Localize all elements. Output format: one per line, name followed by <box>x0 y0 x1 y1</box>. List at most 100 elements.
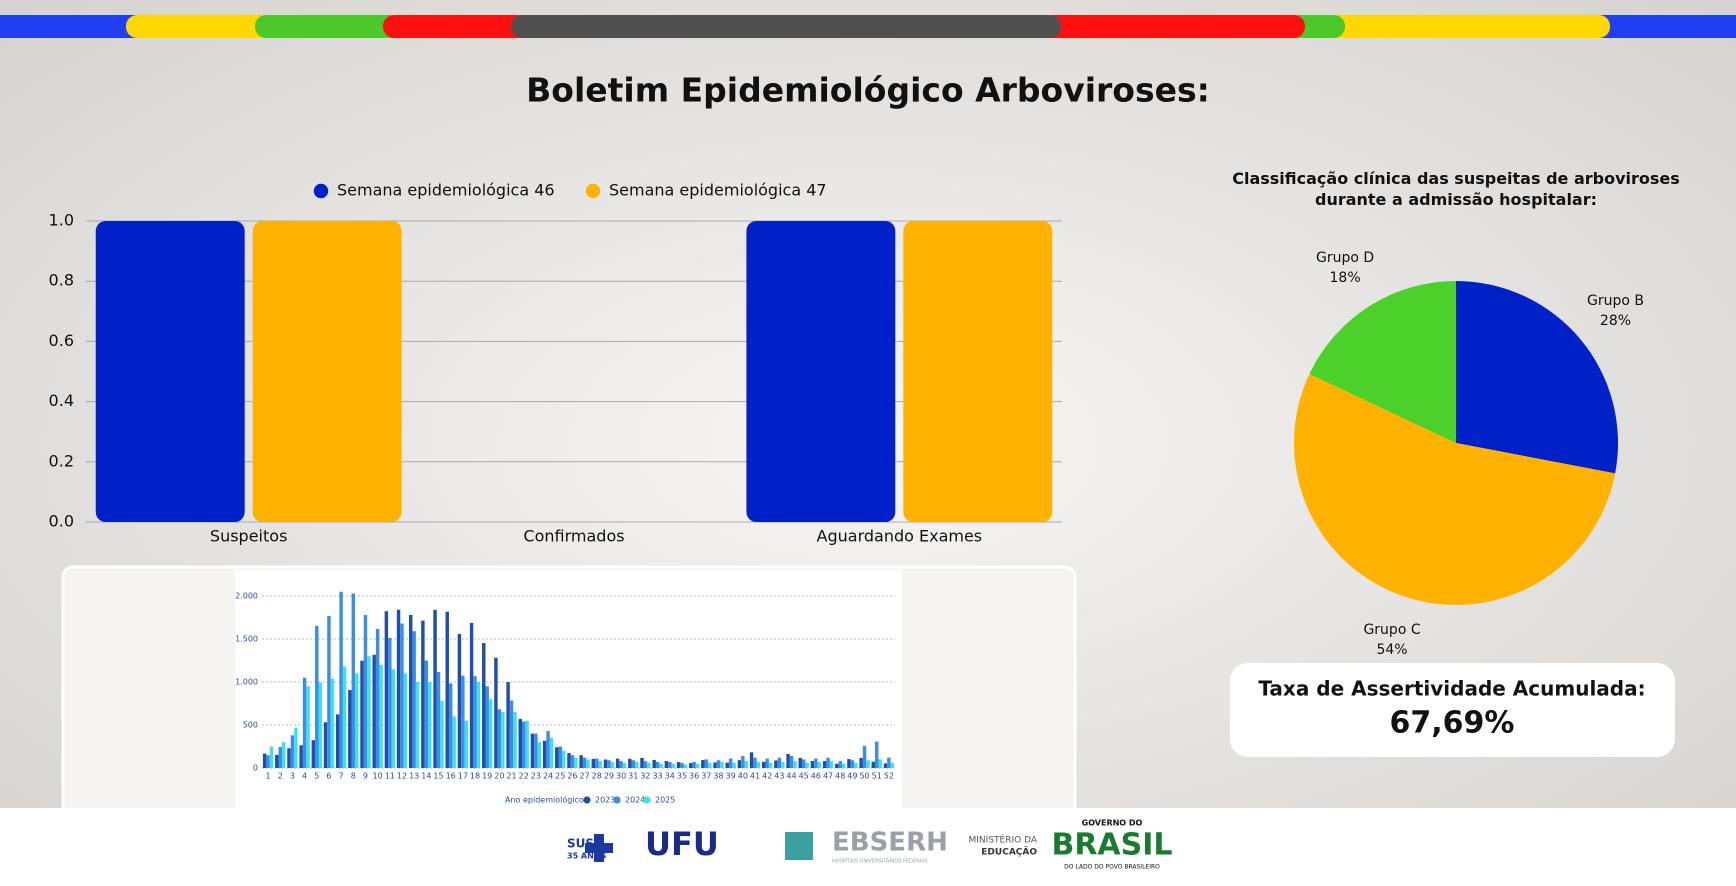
bar <box>570 755 575 768</box>
bar <box>643 761 648 768</box>
bar <box>290 735 295 768</box>
bar <box>546 731 550 768</box>
kpi-card <box>1230 663 1675 757</box>
bar <box>841 763 846 768</box>
bar <box>457 633 462 768</box>
bar <box>306 686 310 768</box>
bar <box>652 759 656 768</box>
bar <box>521 721 526 768</box>
bar <box>428 682 432 768</box>
bar <box>396 609 401 768</box>
bar <box>647 762 651 768</box>
bar <box>765 758 769 768</box>
y-tick-label: 0 <box>253 764 258 773</box>
x-tick-label: 33 <box>653 772 663 781</box>
x-tick-label: 2 <box>278 772 283 781</box>
bar <box>850 760 855 768</box>
x-tick-label: 37 <box>701 772 711 781</box>
bar <box>269 746 274 768</box>
slice-value: 28% <box>1600 313 1631 329</box>
legend-label: 2023 <box>595 796 615 805</box>
kpi-value: 67,69% <box>1390 706 1515 741</box>
legend-swatch <box>583 796 591 804</box>
bar <box>664 761 669 768</box>
bar <box>287 748 291 768</box>
x-tick-label: 6 <box>326 772 331 781</box>
x-tick-label: 14 <box>421 772 431 781</box>
bar <box>473 676 477 768</box>
y-tick-label: 1.0 <box>49 211 74 230</box>
bar <box>579 755 583 768</box>
bar <box>862 745 867 768</box>
bar <box>737 760 742 768</box>
bar <box>448 683 453 768</box>
logo-text: BRASIL <box>1051 828 1172 863</box>
pie-slice <box>1294 374 1616 605</box>
bar <box>789 755 794 768</box>
bar <box>878 759 882 768</box>
bar <box>741 755 745 768</box>
bar <box>348 690 352 768</box>
x-tick-label: 32 <box>640 772 650 781</box>
x-tick-label: 30 <box>616 772 626 781</box>
footer-logos: SUS 35 ANOS UFU EBSERH HOSPITAIS UNIVERS… <box>567 819 1173 871</box>
bar <box>537 742 542 768</box>
bar <box>415 682 420 768</box>
y-tick-label: 1.500 <box>235 635 258 644</box>
bar <box>360 660 364 768</box>
stripe <box>1040 15 1305 38</box>
bar <box>838 761 842 768</box>
bar <box>595 758 599 768</box>
x-tick-label: Confirmados <box>523 527 624 546</box>
y-tick-label: 0.2 <box>49 451 74 470</box>
x-tick-label: 49 <box>847 772 857 781</box>
x-tick-label: 3 <box>290 772 295 781</box>
bar <box>631 760 636 768</box>
bar <box>469 622 474 768</box>
bar <box>339 591 343 768</box>
bar <box>335 714 340 768</box>
x-tick-label: 36 <box>689 772 699 781</box>
bar <box>749 752 754 768</box>
bar <box>299 745 303 768</box>
x-tick-label: 21 <box>506 772 516 781</box>
x-tick-label: 46 <box>811 772 821 781</box>
bar <box>680 762 684 768</box>
bar <box>762 761 766 768</box>
bar <box>847 759 851 768</box>
x-tick-label: 38 <box>713 772 723 781</box>
logo-shape <box>585 843 613 853</box>
bar <box>708 762 712 768</box>
bar <box>476 682 481 768</box>
bar <box>777 757 782 768</box>
bar <box>327 615 331 768</box>
bar <box>482 643 486 768</box>
y-tick-label: 0.4 <box>49 391 74 410</box>
bar <box>330 678 335 768</box>
bar <box>822 761 827 768</box>
bar <box>817 761 822 768</box>
x-tick-label: 42 <box>762 772 772 781</box>
bar <box>513 712 517 768</box>
x-tick-label: 24 <box>543 772 553 781</box>
bar <box>659 763 663 768</box>
bar <box>436 671 441 768</box>
bar <box>367 656 371 768</box>
bar <box>668 761 672 768</box>
bar <box>695 763 700 768</box>
pie-slice <box>1456 281 1618 474</box>
bar <box>607 760 611 768</box>
bar <box>725 762 729 768</box>
bar <box>95 221 245 522</box>
logo-text: MINISTÉRIO DA <box>969 834 1038 846</box>
bar <box>323 722 328 768</box>
bar <box>445 611 449 768</box>
bar <box>619 761 623 768</box>
bar <box>903 221 1053 522</box>
x-tick-label: 31 <box>628 772 638 781</box>
bar <box>567 753 571 768</box>
legend-title: Ano epidemiológico <box>505 795 584 805</box>
x-tick-label: 39 <box>726 772 736 781</box>
bar <box>683 764 688 768</box>
